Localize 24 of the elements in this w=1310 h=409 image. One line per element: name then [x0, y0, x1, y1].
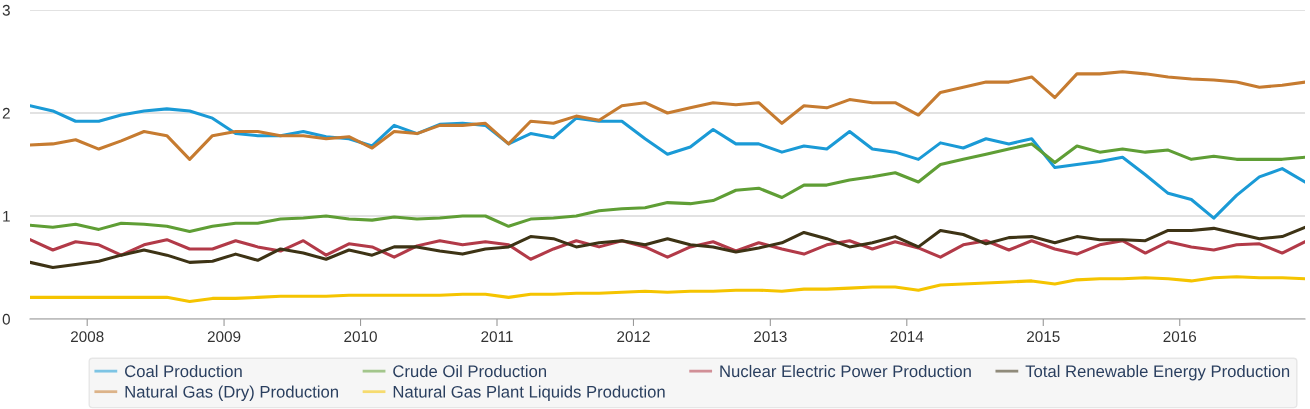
line-series [30, 70, 1305, 161]
x-tick-label: 2008 [70, 331, 104, 343]
line-series [30, 238, 1305, 261]
y-tick-label: 0 [2, 313, 10, 325]
y-tick-label: 3 [2, 4, 10, 16]
line-series [30, 275, 1305, 304]
legend-label: Total Renewable Energy Production [1025, 364, 1290, 381]
line-series [30, 142, 1305, 233]
x-tick-label: 2016 [1163, 331, 1197, 343]
x-tick-label: 2015 [1027, 331, 1060, 343]
x-tick-label: 2014 [890, 331, 924, 343]
x-tick-label: 2013 [754, 331, 787, 343]
legend-label: Crude Oil Production [393, 364, 547, 378]
x-tick-label: 2012 [617, 331, 650, 343]
legend-label: Natural Gas (Dry) Production [125, 385, 338, 401]
y-tick-label: 2 [2, 107, 10, 119]
x-tick-label: 2011 [481, 331, 513, 343]
legend-label: Coal Production [125, 364, 242, 378]
line-series [30, 225, 1305, 270]
x-tick-label: 2010 [344, 331, 377, 343]
legend-label: Nuclear Electric Power Production [720, 364, 971, 378]
x-tick-label: 2009 [207, 331, 241, 343]
legend-label: Natural Gas Plant Liquids Production [393, 385, 665, 401]
y-tick-label: 1 [3, 211, 10, 222]
